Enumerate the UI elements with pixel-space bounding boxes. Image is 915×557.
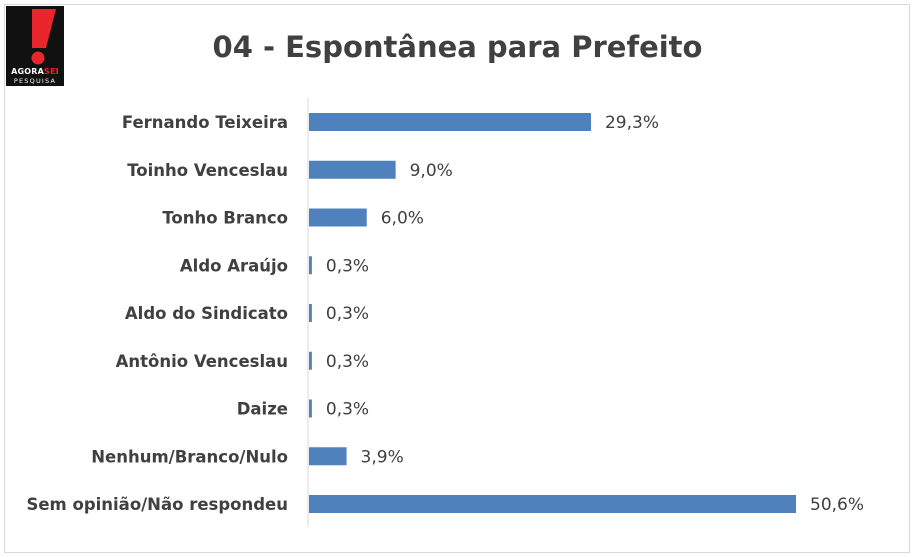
data-label-7: 3,9%	[361, 447, 404, 467]
bar-1	[309, 160, 396, 179]
data-label-3: 0,3%	[326, 256, 369, 276]
data-label-4: 0,3%	[326, 304, 369, 324]
category-label-6: Daize	[237, 400, 288, 419]
category-label-3: Aldo Araújo	[180, 256, 288, 275]
data-label-6: 0,3%	[326, 400, 369, 420]
bar-4	[309, 304, 312, 322]
bar-5	[309, 351, 312, 370]
category-label-2: Tonho Branco	[162, 209, 288, 228]
category-label-8: Sem opinião/Não respondeu	[26, 495, 288, 514]
chart-frame	[4, 4, 910, 553]
category-label-0: Fernando Teixeira	[122, 113, 288, 132]
data-label-0: 29,3%	[605, 113, 659, 133]
data-label-8: 50,6%	[810, 495, 864, 515]
agora-sei-logo: AGORASEI PESQUISA	[6, 6, 64, 86]
data-label-2: 6,0%	[381, 209, 424, 229]
data-label-1: 9,0%	[410, 161, 453, 181]
bar-2	[309, 208, 367, 227]
category-label-4: Aldo do Sindicato	[125, 304, 288, 323]
exclamation-icon	[31, 9, 56, 65]
category-label-5: Antônio Venceslau	[116, 352, 288, 371]
chart-title: 04 - Espontânea para Prefeito	[212, 30, 703, 64]
logo-subtitle: PESQUISA	[13, 77, 57, 85]
bar-3	[309, 256, 312, 275]
bar-8	[309, 495, 796, 513]
category-label-1: Toinho Venceslau	[127, 161, 288, 180]
data-label-5: 0,3%	[326, 352, 369, 372]
logo-wordmark: AGORASEI	[11, 67, 59, 76]
bar-6	[309, 399, 312, 418]
bar-7	[309, 447, 347, 466]
bar-0	[309, 113, 591, 131]
category-label-7: Nenhum/Branco/Nulo	[91, 447, 288, 466]
